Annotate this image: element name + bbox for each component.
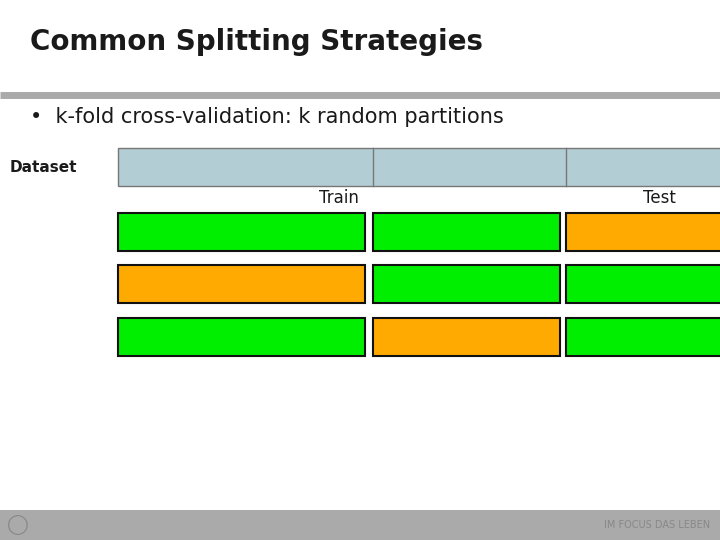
Bar bbox=[373, 318, 560, 356]
Text: Common Splitting Strategies: Common Splitting Strategies bbox=[30, 28, 483, 56]
Bar bbox=[118, 148, 720, 186]
Bar bbox=[566, 265, 720, 303]
Bar bbox=[566, 318, 720, 356]
Bar bbox=[118, 213, 365, 251]
Bar bbox=[566, 213, 720, 251]
Bar bbox=[0, 510, 720, 540]
Text: •  k-fold cross-validation: k random partitions: • k-fold cross-validation: k random part… bbox=[30, 107, 504, 127]
Text: Dataset: Dataset bbox=[10, 159, 78, 174]
Text: ◯: ◯ bbox=[7, 515, 29, 535]
Bar bbox=[118, 318, 365, 356]
Text: IM FOCUS DAS LEBEN: IM FOCUS DAS LEBEN bbox=[604, 520, 710, 530]
Bar bbox=[373, 265, 560, 303]
Text: Train: Train bbox=[319, 189, 359, 207]
Bar bbox=[373, 213, 560, 251]
Bar bbox=[118, 265, 365, 303]
Text: Test: Test bbox=[643, 189, 676, 207]
